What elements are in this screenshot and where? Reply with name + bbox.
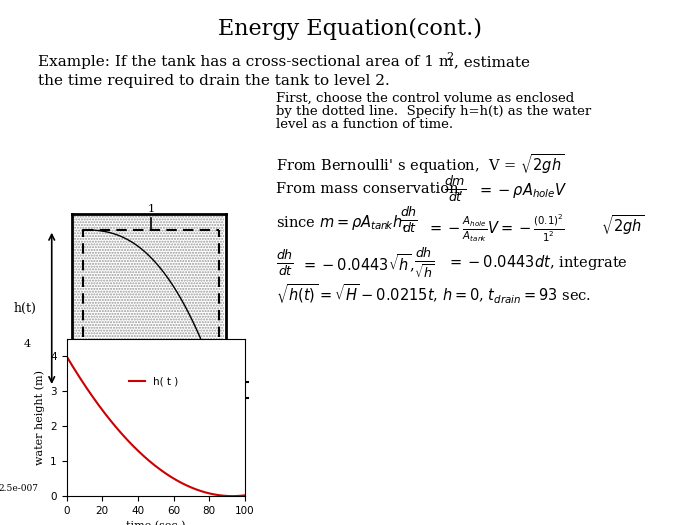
Text: First, choose the control volume as enclosed: First, choose the control volume as encl… [276, 92, 575, 105]
Text: $= -0.0443\sqrt{h}$,: $= -0.0443\sqrt{h}$, [301, 253, 415, 275]
Text: Example: If the tank has a cross-sectional area of 1 m: Example: If the tank has a cross-section… [38, 55, 454, 69]
Text: , estimate: , estimate [454, 55, 530, 69]
Text: 4: 4 [24, 339, 31, 349]
Text: $\frac{dm}{dt}$: $\frac{dm}{dt}$ [444, 174, 467, 204]
Text: $\sqrt{h(t)} = \sqrt{H} - 0.0215t$, $h = 0$, $t_{drain} = 93$ sec.: $\sqrt{h(t)} = \sqrt{H} - 0.0215t$, $h =… [276, 282, 592, 306]
Legend: h( t ): h( t ) [125, 372, 183, 391]
Text: From Bernoulli' s equation,  V = $\sqrt{2gh}$: From Bernoulli' s equation, V = $\sqrt{2… [276, 152, 565, 176]
Text: h(t): h(t) [13, 302, 36, 315]
Text: $\sqrt{2gh}$: $\sqrt{2gh}$ [601, 213, 645, 237]
Text: $\frac{dh}{\sqrt{h}}$: $\frac{dh}{\sqrt{h}}$ [414, 246, 435, 279]
Bar [74, 216, 224, 431]
Text: 1: 1 [148, 204, 155, 214]
Text: 2: 2 [228, 395, 236, 408]
Text: $= -\rho A_{hole} V$: $= -\rho A_{hole} V$ [477, 181, 568, 200]
Text: since $m = \rho A_{tan\!k} h$,: since $m = \rho A_{tan\!k} h$, [276, 213, 407, 232]
Text: the time required to drain the tank to level 2.: the time required to drain the tank to l… [38, 74, 391, 88]
Text: $\frac{dh}{dt}$: $\frac{dh}{dt}$ [276, 248, 295, 278]
Text: $\frac{dh}{dt}$: $\frac{dh}{dt}$ [400, 206, 419, 235]
Text: level as a function of time.: level as a function of time. [276, 118, 454, 131]
Text: $= -\frac{A_{hole}}{A_{tan\!k}} V = -\frac{(0.1)^2}{1^2}$: $= -\frac{A_{hole}}{A_{tan\!k}} V = -\fr… [427, 213, 564, 244]
Text: From mass conservation,: From mass conservation, [276, 181, 473, 195]
Text: 2.5e-007: 2.5e-007 [0, 484, 38, 493]
X-axis label: time (sec.): time (sec.) [126, 521, 186, 525]
Text: by the dotted line.  Specify h=h(t) as the water: by the dotted line. Specify h=h(t) as th… [276, 105, 592, 118]
Text: $= -0.0443 dt$, integrate: $= -0.0443 dt$, integrate [447, 253, 627, 271]
Y-axis label: water height (m): water height (m) [34, 370, 45, 465]
Text: Energy Equation(cont.): Energy Equation(cont.) [218, 18, 482, 40]
Text: 2: 2 [446, 52, 453, 62]
